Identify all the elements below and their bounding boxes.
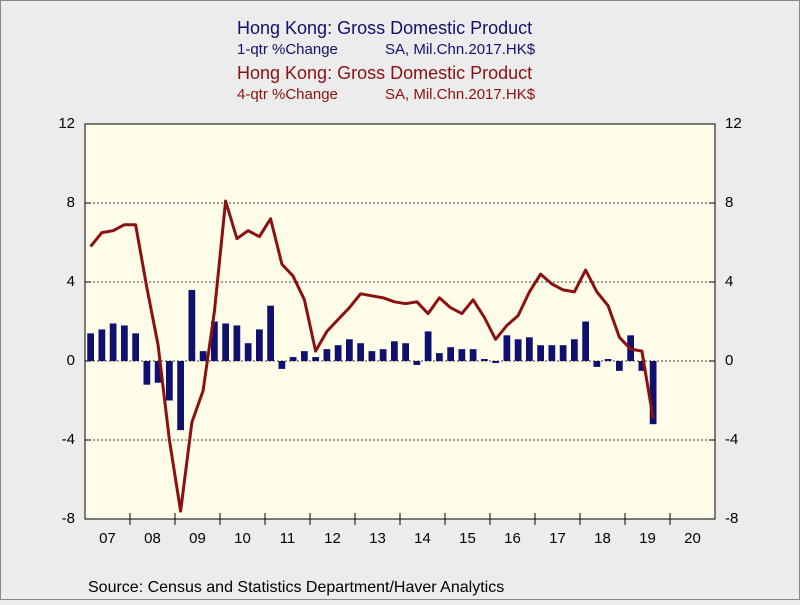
bar <box>424 331 432 361</box>
series-2-transformation: 4-qtr %Change <box>237 86 338 103</box>
x-tick-label: 10 <box>234 530 251 547</box>
bar <box>222 323 229 361</box>
source: Source: Census and Statistics Department… <box>88 579 504 596</box>
y2-tick-label: 4 <box>725 273 733 290</box>
series-1-transformation: 1-qtr %Change <box>237 41 338 58</box>
x-tick-label: 18 <box>594 530 611 547</box>
bar <box>481 359 488 361</box>
series-1-units: SA, Mil.Chn.2017.HK$ <box>385 41 536 58</box>
bar <box>188 289 196 361</box>
bar <box>177 361 184 431</box>
bar <box>638 361 646 371</box>
bar <box>492 361 499 363</box>
bar <box>391 341 398 361</box>
bar <box>447 347 454 361</box>
y-tick-label: -4 <box>62 431 75 448</box>
y2-tick-label: -8 <box>725 510 738 527</box>
bar <box>559 345 567 361</box>
bar <box>649 361 657 425</box>
y-tick-label: 12 <box>58 115 75 132</box>
bar <box>323 349 331 361</box>
bar <box>368 351 376 361</box>
x-tick-label: 12 <box>324 530 341 547</box>
bar <box>301 351 308 361</box>
x-tick-label: 07 <box>99 530 116 547</box>
bar <box>402 343 409 361</box>
y-tick-label: 0 <box>67 352 75 369</box>
bar <box>436 353 443 361</box>
bar <box>87 333 94 361</box>
bar <box>379 349 387 361</box>
bar <box>458 349 466 361</box>
bar <box>121 325 128 361</box>
bar <box>211 321 218 361</box>
bar <box>357 343 364 361</box>
bar <box>256 329 263 361</box>
y2-tick-label: 12 <box>725 115 742 132</box>
bar <box>548 345 556 361</box>
x-tick-label: 19 <box>639 530 656 547</box>
line <box>89 199 655 513</box>
bar <box>154 361 162 383</box>
y-tick-label: -8 <box>62 510 75 527</box>
x-tick-label: 14 <box>414 530 431 547</box>
bar <box>267 305 274 361</box>
x-tick-label: 08 <box>144 530 161 547</box>
bar <box>514 339 522 361</box>
bar <box>143 361 151 385</box>
x-tick-label: 16 <box>504 530 521 547</box>
bar <box>469 349 477 361</box>
bar <box>526 337 533 361</box>
bar <box>616 361 623 371</box>
y-tick-label: 8 <box>67 194 75 211</box>
bar <box>413 361 421 365</box>
plot-frame <box>84 123 716 520</box>
series-1-name: Hong Kong: Gross Domestic Product <box>237 18 532 38</box>
x-tick-label: 11 <box>280 530 296 547</box>
x-tick-label: 09 <box>189 530 206 547</box>
bar <box>278 361 286 369</box>
bar <box>109 323 117 361</box>
bar <box>503 335 511 361</box>
plot-area <box>85 124 715 519</box>
bar <box>604 359 612 361</box>
y2-tick-label: 8 <box>725 194 733 211</box>
x-tick-label: 15 <box>459 530 476 547</box>
bar <box>537 345 544 361</box>
y2-tick-label: -4 <box>725 431 738 448</box>
bar <box>244 343 252 361</box>
bar <box>593 361 601 367</box>
bar <box>199 351 207 361</box>
bar <box>334 345 342 361</box>
bar <box>98 329 106 361</box>
x-tick-label: 13 <box>369 530 386 547</box>
y-tick-label: 4 <box>67 273 75 290</box>
x-tick-label: 20 <box>684 530 701 547</box>
bar <box>233 325 241 361</box>
bar <box>346 339 353 361</box>
y2-tick-label: 0 <box>725 352 733 369</box>
bar <box>166 361 173 401</box>
bar <box>289 357 297 361</box>
bar <box>571 339 578 361</box>
bar <box>582 321 589 361</box>
x-tick-label: 17 <box>549 530 566 547</box>
series-2-name: Hong Kong: Gross Domestic Product <box>237 63 532 83</box>
bar <box>132 333 139 361</box>
bar <box>312 357 319 361</box>
series-2-units: SA, Mil.Chn.2017.HK$ <box>385 86 536 103</box>
